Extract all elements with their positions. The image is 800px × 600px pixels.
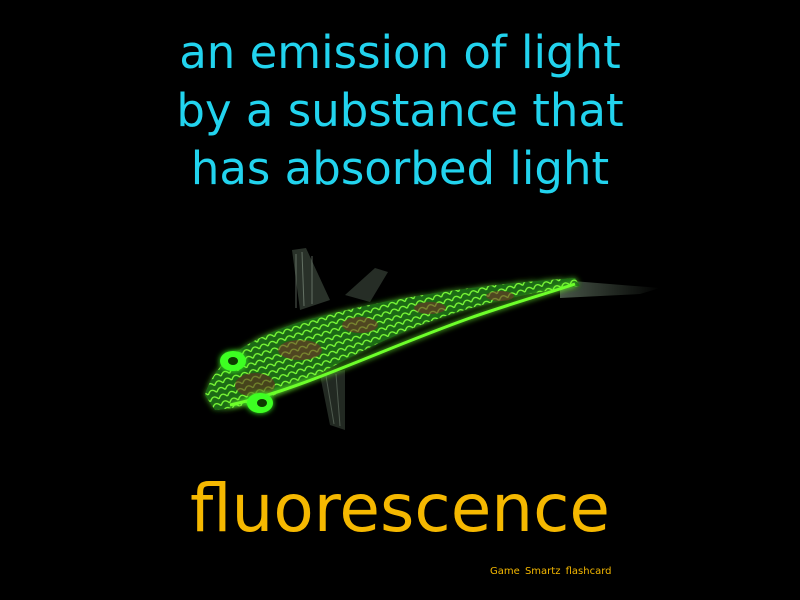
fish-eye-upper [220, 351, 246, 371]
fish-body [205, 278, 580, 410]
term-title: fluorescence [189, 470, 611, 547]
fin-ventral [320, 370, 345, 430]
definition-line-1: an emission of light [179, 26, 621, 79]
definition-text: an emission of light by a substance that… [0, 24, 800, 198]
definition-line-2: by a substance that [176, 84, 624, 137]
fin-dorsal [292, 248, 388, 310]
fish-markings [235, 291, 514, 397]
glowing-fish-icon [205, 248, 660, 430]
definition-line-3: has absorbed light [190, 142, 610, 195]
fish-tail [560, 280, 660, 298]
credit-text: Game Smartz flashcard [490, 566, 612, 577]
fish-eye-lower [247, 393, 273, 413]
fish-lateral-line [229, 282, 576, 407]
